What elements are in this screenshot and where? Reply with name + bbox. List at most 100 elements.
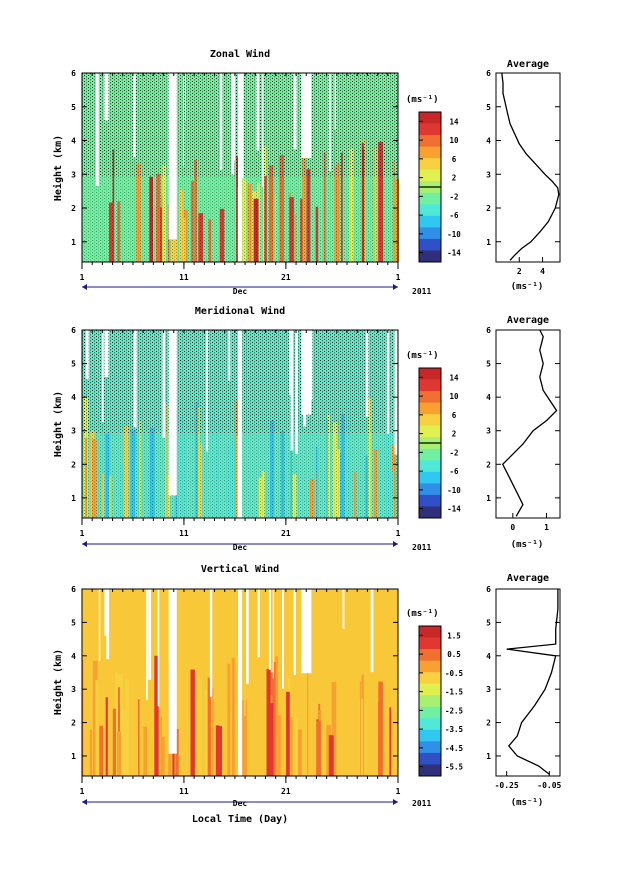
date-axis-arrow [82,541,87,547]
heatmap-streak [227,663,231,776]
heatmap-gap [386,330,390,434]
colorbar-tick-label: -6 [449,211,459,220]
date-axis-arrow [393,541,398,547]
heatmap-gap [238,73,243,262]
heatmap-streak [121,710,126,776]
profile-xlabel-zonal: (ms⁻¹) [511,282,544,292]
heatmap-gap [334,73,337,130]
y-tick-label: 2 [71,204,76,213]
profile-xlabel-meridional: (ms⁻¹) [511,540,544,550]
heatmap-streak [242,715,247,776]
colorbar-tick-label: -5.5 [445,763,463,772]
heatmap-streak [266,668,271,776]
x-tick-label: 1 [396,787,401,796]
y-tick-label: 6 [71,585,76,594]
heatmap-gap [148,589,152,680]
heatmap-gap [168,330,177,496]
month-zonal: Dec [233,287,248,296]
heatmap-gap [370,589,374,673]
date-axis-arrow [82,799,87,805]
colorbar-segment [419,471,441,484]
profile-x-tick-label: 0 [510,523,515,532]
heatmap-gap [168,73,177,240]
heatmap-gap [282,589,284,689]
heatmap-streak [92,660,98,776]
profile-y-tick-label: 3 [486,685,491,694]
y-tick-label: 1 [71,494,76,503]
colorbar-segment [419,379,441,392]
y-tick-label: 5 [71,360,76,369]
profile-frame [495,588,561,777]
colorbar-segment [419,483,441,496]
heatmap-gap [272,589,274,679]
heatmap-frame [81,72,399,263]
colorbar-segment [419,391,441,404]
heatmap-streak [215,725,220,776]
profile-y-tick-label: 5 [486,618,491,627]
colorbar-segment [419,169,441,182]
date-axis-arrow [82,284,87,290]
colorbar-segment [419,158,441,171]
profile-y-tick-label: 6 [486,326,491,335]
colorbar-tick-label: -4.5 [445,744,463,753]
heatmap-streak [230,710,232,776]
y-tick-label: 2 [71,719,76,728]
profile-y-tick-label: 4 [486,652,491,661]
colorbar-tick-label: -2 [449,448,458,457]
heatmap-gap [106,589,110,660]
heatmap-gap [95,73,99,186]
heatmap-streak [160,716,162,776]
heatmap-gap [238,330,243,518]
heatmap-streak [218,726,222,776]
y-tick-label: 4 [71,652,76,661]
colorbar-segment [419,250,441,263]
profile-xlabel-vertical: (ms⁻¹) [511,798,544,808]
profile-y-tick-label: 1 [486,494,491,503]
heatmap-gap [262,73,264,188]
profile-y-tick-label: 2 [486,719,491,728]
colorbar-segment [419,402,441,415]
heatmap-gap [133,330,137,428]
x-tick-label: 21 [281,273,291,282]
profile-x-tick-label: -0.05 [537,781,561,790]
colorbar-tick-label: -6 [449,467,459,476]
colorbar-segment [419,135,441,148]
month-meridional: Dec [233,543,248,552]
heatmap-streak [152,736,154,776]
heatmap-gap [102,330,104,423]
colorbar-tick-label: -14 [447,249,461,258]
heatmap-streak [294,717,298,776]
heatmap-streak [112,708,116,776]
date-axis-arrow [393,284,398,290]
profile-y-tick-label: 1 [486,238,491,247]
x-tick-label: 11 [179,529,189,538]
heatmap-gap [303,330,307,427]
heatmap-gap [246,589,249,684]
profile-line [501,72,560,261]
x-tick-label: 11 [179,273,189,282]
y-tick-label: 3 [71,170,76,179]
heatmap-streak [89,729,92,776]
profile-y-tick-label: 3 [486,427,491,436]
colorbar-tick-label: 6 [452,155,457,164]
colorbar-tick-label: -2.5 [445,706,463,715]
colorbar-tick-label: -1.5 [445,688,463,697]
heatmap-gap [85,330,89,380]
colorbar-segment [419,695,441,708]
heatmap-gap [289,330,291,395]
colorbar-segment [419,204,441,217]
heatmap-streak [277,715,281,776]
colorbar-segment [419,215,441,228]
x-tick-label: 1 [396,273,401,282]
heatmap-gap [241,73,244,179]
heatmap-gap [98,589,101,661]
profile-y-tick-label: 5 [486,103,491,112]
y-tick-label: 6 [71,326,76,335]
heatmap-gap [146,589,148,700]
colorbar-segment [419,718,441,731]
heatmap-gap [182,73,185,167]
profile-line [506,589,559,775]
heatmap-streak [161,736,165,776]
y-tick-label: 2 [71,460,76,469]
heatmap-gap [301,73,312,158]
